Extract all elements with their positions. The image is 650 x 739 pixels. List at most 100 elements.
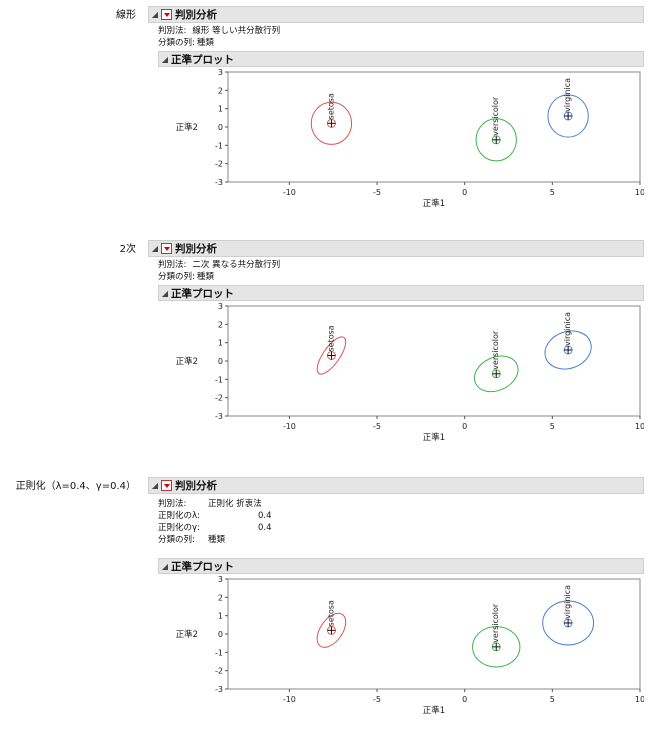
series-label: virginica xyxy=(563,312,572,346)
canonical-plot-header[interactable]: ◢ 正準プロット xyxy=(158,558,644,574)
info-key: 判別法: xyxy=(158,260,187,270)
y-tick-label: -1 xyxy=(215,375,223,384)
y-tick-label: 0 xyxy=(218,123,223,132)
plot-frame xyxy=(227,305,641,417)
info-key: 分類の列: xyxy=(158,535,195,545)
x-tick-label: 10 xyxy=(635,695,644,704)
x-axis-label: 正準1 xyxy=(423,198,445,209)
series-label: versicolor xyxy=(491,330,500,370)
info-value: 種類 xyxy=(208,535,226,545)
red-menu-icon[interactable] xyxy=(161,243,172,254)
x-tick-label: 5 xyxy=(550,422,555,431)
info-value: 二次 異なる共分散行列 xyxy=(192,260,281,270)
subheader-title: 正準プロット xyxy=(171,287,234,300)
canonical-plot-header[interactable]: ◢ 正準プロット xyxy=(158,51,644,67)
header-title: 判別分析 xyxy=(175,480,217,492)
header-title: 判別分析 xyxy=(175,9,217,21)
y-tick-label: -2 xyxy=(215,160,223,169)
y-tick-label: 1 xyxy=(218,612,223,621)
x-axis-label: 正準1 xyxy=(423,705,445,716)
x-tick-label: -5 xyxy=(373,188,381,197)
info-value: 0.4 xyxy=(258,523,272,533)
info-value: 種類 xyxy=(196,272,214,282)
info-value: 0.4 xyxy=(258,511,272,521)
y-tick-label: 1 xyxy=(218,339,223,348)
y-tick-label: -1 xyxy=(215,141,223,150)
disclosure-triangle-icon[interactable]: ◢ xyxy=(151,481,159,490)
info-block: 判別法: 正則化 折衷法 正則化のλ: 0.4 正則化のγ: 0.4 分類の列: 種類 xyxy=(148,494,644,558)
confidence-ellipse xyxy=(542,600,595,646)
confidence-ellipse xyxy=(472,626,521,668)
x-tick-label: 5 xyxy=(550,188,555,197)
confidence-ellipse xyxy=(475,118,517,162)
series-label: virginica xyxy=(563,78,572,112)
y-tick-label: 1 xyxy=(218,105,223,114)
x-tick-label: -10 xyxy=(283,695,296,704)
confidence-ellipse xyxy=(316,612,347,648)
y-tick-label: 0 xyxy=(218,357,223,366)
section-label: 正則化（λ=0.4、γ=0.4） xyxy=(15,481,136,492)
confidence-ellipse xyxy=(316,336,347,375)
disclosure-triangle-icon[interactable]: ◢ xyxy=(151,10,159,19)
red-menu-icon[interactable] xyxy=(161,480,172,491)
series-label: setosa xyxy=(326,600,335,626)
confidence-ellipse xyxy=(473,355,519,393)
x-tick-label: -10 xyxy=(283,188,296,197)
y-tick-label: 3 xyxy=(218,575,223,584)
canonical-plot-header[interactable]: ◢ 正準プロット xyxy=(158,285,644,301)
discriminant-header[interactable]: ◢ 判別分析 xyxy=(148,240,644,257)
x-tick-label: 10 xyxy=(635,422,644,431)
series-label: setosa xyxy=(326,325,335,351)
series-label: versicolor xyxy=(491,603,500,643)
y-tick-label: 2 xyxy=(218,320,223,329)
info-key: 正則化のγ: xyxy=(158,523,200,533)
y-tick-label: -2 xyxy=(215,667,223,676)
info-key: 判別法: xyxy=(158,26,187,36)
series-label: versicolor xyxy=(491,96,500,136)
y-tick-label: -3 xyxy=(215,685,223,694)
info-value: 正則化 折衷法 xyxy=(208,499,262,509)
y-tick-label: 2 xyxy=(218,593,223,602)
info-key: 判別法: xyxy=(158,499,187,509)
x-tick-label: 5 xyxy=(550,695,555,704)
subheader-title: 正準プロット xyxy=(171,53,234,66)
section-label: 線形 xyxy=(116,10,136,21)
info-key: 分類の列: xyxy=(158,38,195,48)
info-block: 判別法: 線形 等しい共分散行列 分類の列: 種類 xyxy=(148,23,644,51)
x-tick-label: -5 xyxy=(373,695,381,704)
plot-frame xyxy=(227,71,641,183)
info-key: 分類の列: xyxy=(158,272,195,282)
subheader-title: 正準プロット xyxy=(171,560,234,573)
y-tick-label: -2 xyxy=(215,394,223,403)
x-tick-label: 0 xyxy=(462,422,467,431)
x-tick-label: 10 xyxy=(635,188,644,197)
info-value: 線形 等しい共分散行列 xyxy=(192,26,281,36)
y-tick-label: -3 xyxy=(215,412,223,421)
disclosure-triangle-icon[interactable]: ◢ xyxy=(151,244,159,253)
disclosure-triangle-icon[interactable]: ◢ xyxy=(161,561,169,571)
x-axis-label: 正準1 xyxy=(423,432,445,443)
disclosure-triangle-icon[interactable]: ◢ xyxy=(161,288,169,298)
info-block: 判別法: 二次 異なる共分散行列 分類の列: 種類 xyxy=(148,257,644,285)
plot-frame xyxy=(227,578,641,690)
confidence-ellipse xyxy=(547,94,589,138)
y-axis-label: 正準2 xyxy=(176,122,198,133)
discriminant-header[interactable]: ◢ 判別分析 xyxy=(148,6,644,23)
x-tick-label: 0 xyxy=(462,695,467,704)
x-tick-label: -10 xyxy=(283,422,296,431)
x-tick-label: -5 xyxy=(373,422,381,431)
header-title: 判別分析 xyxy=(175,243,217,255)
section-label: 2次 xyxy=(119,244,136,255)
info-value: 種類 xyxy=(196,38,214,48)
discriminant-header[interactable]: ◢ 判別分析 xyxy=(148,477,644,494)
x-tick-label: 0 xyxy=(462,188,467,197)
y-tick-label: 2 xyxy=(218,86,223,95)
red-menu-icon[interactable] xyxy=(161,9,172,20)
y-tick-label: -1 xyxy=(215,648,223,657)
confidence-ellipse xyxy=(310,101,353,145)
series-label: setosa xyxy=(326,93,335,119)
disclosure-triangle-icon[interactable]: ◢ xyxy=(161,54,169,64)
y-tick-label: -3 xyxy=(215,178,223,187)
